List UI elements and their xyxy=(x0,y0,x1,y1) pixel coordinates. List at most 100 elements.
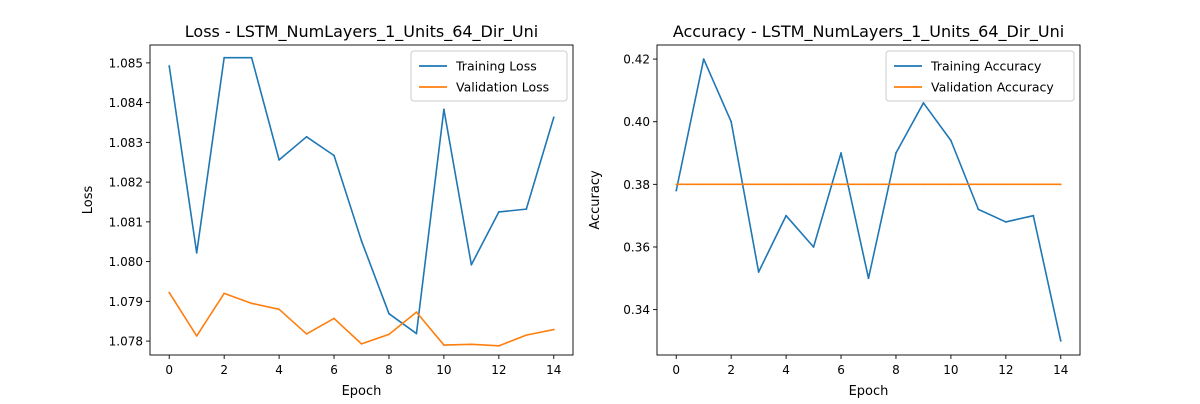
x-tick-label: 6 xyxy=(330,363,338,377)
accuracy-series-1-point xyxy=(812,183,815,186)
loss-chart: Loss - LSTM_NumLayers_1_Units_64_Dir_Uni… xyxy=(81,22,574,399)
accuracy-series-1-point xyxy=(785,183,787,186)
x-tick-label: 12 xyxy=(491,363,506,377)
axes-frame xyxy=(149,44,574,356)
accuracy-series-0-point xyxy=(1059,340,1062,342)
y-tick-label: 0.38 xyxy=(623,178,650,192)
loss-series-0-point xyxy=(360,240,363,242)
x-tick-label: 2 xyxy=(220,363,228,377)
loss-series-1-point xyxy=(223,292,226,295)
x-tick-label: 8 xyxy=(892,363,900,377)
accuracy-series-1-point xyxy=(730,183,733,186)
loss-series-0-point xyxy=(443,108,445,111)
x-tick-label: 2 xyxy=(727,363,735,377)
loss-series-1-point xyxy=(333,317,335,320)
loss-series-0-point xyxy=(223,56,226,59)
loss-series-1-point xyxy=(278,308,280,311)
accuracy-series-0-point xyxy=(730,120,733,123)
y-tick-label: 1.084 xyxy=(109,96,143,110)
loss-series-1-point xyxy=(305,333,308,335)
loss-series-1-point xyxy=(195,335,198,337)
accuracy-series-1-point xyxy=(950,183,952,186)
accuracy-series-1-point xyxy=(757,183,760,186)
accuracy-series-1-point xyxy=(977,183,980,186)
legend-label: Validation Loss xyxy=(456,80,549,95)
y-tick-label: 0.34 xyxy=(623,303,650,317)
loss-series-1-point xyxy=(415,311,418,313)
accuracy-series-1-point xyxy=(675,183,678,186)
accuracy-series-0-point xyxy=(757,271,760,273)
loss-series-1-point xyxy=(168,291,171,294)
loss-series-0-point xyxy=(168,65,171,67)
accuracy-series-0-point xyxy=(812,246,815,248)
y-tick-label: 1.080 xyxy=(109,255,143,269)
axes-frame xyxy=(656,44,1081,356)
loss-series-0-point xyxy=(305,135,308,138)
loss-series-validation-loss-line xyxy=(168,292,554,347)
x-tick-label: 14 xyxy=(546,363,561,377)
loss-series-1-point xyxy=(250,302,253,305)
loss-series-0-point xyxy=(552,116,555,119)
x-tick-label: 10 xyxy=(436,363,451,377)
loss-series-1-point xyxy=(470,343,473,346)
x-tick-label: 8 xyxy=(385,363,393,377)
y-axis-label: Accuracy xyxy=(588,170,603,230)
accuracy-series-0-point xyxy=(895,152,897,154)
x-tick-label: 14 xyxy=(1053,363,1068,377)
accuracy-chart: Accuracy - LSTM_NumLayers_1_Units_64_Dir… xyxy=(588,22,1081,399)
loss-series-0-point xyxy=(388,312,390,315)
loss-series-0-point xyxy=(470,263,473,266)
y-tick-label: 0.36 xyxy=(623,240,650,254)
accuracy-series-0-point xyxy=(675,189,678,192)
y-tick-label: 1.082 xyxy=(109,176,143,190)
x-tick-label: 6 xyxy=(837,363,845,377)
loss-series-1-point xyxy=(443,344,445,346)
accuracy-series-1-point xyxy=(702,183,705,186)
loss-series-0-point xyxy=(497,211,500,213)
legend-label: Training Accuracy xyxy=(930,59,1042,74)
loss-series-1-point xyxy=(497,344,500,347)
accuracy-series-0-point xyxy=(785,214,787,217)
x-tick-label: 4 xyxy=(782,363,790,377)
loss-series-0-point xyxy=(195,251,198,254)
x-tick-label: 0 xyxy=(672,363,680,377)
accuracy-series-0-point xyxy=(977,208,980,211)
chart-title: Loss - LSTM_NumLayers_1_Units_64_Dir_Uni xyxy=(185,22,538,42)
loss-series-1-point xyxy=(388,333,390,336)
x-axis-label: Epoch xyxy=(849,384,889,399)
accuracy-series-0-point xyxy=(1004,221,1007,223)
legend: Training Accuracy Validation Accuracy xyxy=(885,50,1075,102)
loss-series-0-point xyxy=(525,208,528,211)
accuracy-series-1-point xyxy=(922,183,925,186)
loss-series-0-point xyxy=(333,154,335,157)
accuracy-series-1-point xyxy=(867,183,870,186)
accuracy-series-1-point xyxy=(1032,183,1035,186)
accuracy-series-1-point xyxy=(1059,183,1062,186)
loss-series-0-point xyxy=(278,158,280,161)
loss-series-0-point xyxy=(415,332,418,335)
legend: Training Loss Validation Loss xyxy=(410,50,568,102)
loss-series-1-point xyxy=(552,328,555,331)
accuracy-series-0-point xyxy=(950,139,952,142)
accuracy-series-0-point xyxy=(702,58,705,60)
x-tick-label: 0 xyxy=(165,363,173,377)
accuracy-series-0-point xyxy=(1032,214,1035,217)
loss-series-1-point xyxy=(360,342,363,345)
accuracy-series-0-point xyxy=(867,277,870,280)
accuracy-series-0-point xyxy=(840,152,842,154)
chart-title: Accuracy - LSTM_NumLayers_1_Units_64_Dir… xyxy=(673,22,1064,42)
legend-label: Training Loss xyxy=(455,59,537,74)
x-tick-label: 12 xyxy=(998,363,1013,377)
accuracy-series-1-point xyxy=(1004,183,1007,186)
accuracy-series-1-point xyxy=(840,183,842,186)
y-tick-label: 1.085 xyxy=(109,56,143,70)
y-axis-label: Loss xyxy=(81,186,96,215)
x-tick-label: 10 xyxy=(943,363,958,377)
y-tick-label: 0.40 xyxy=(623,115,650,129)
x-tick-label: 4 xyxy=(275,363,283,377)
loss-series-0-point xyxy=(250,56,253,59)
loss-series-1-point xyxy=(525,334,528,337)
x-axis-label: Epoch xyxy=(342,384,382,399)
